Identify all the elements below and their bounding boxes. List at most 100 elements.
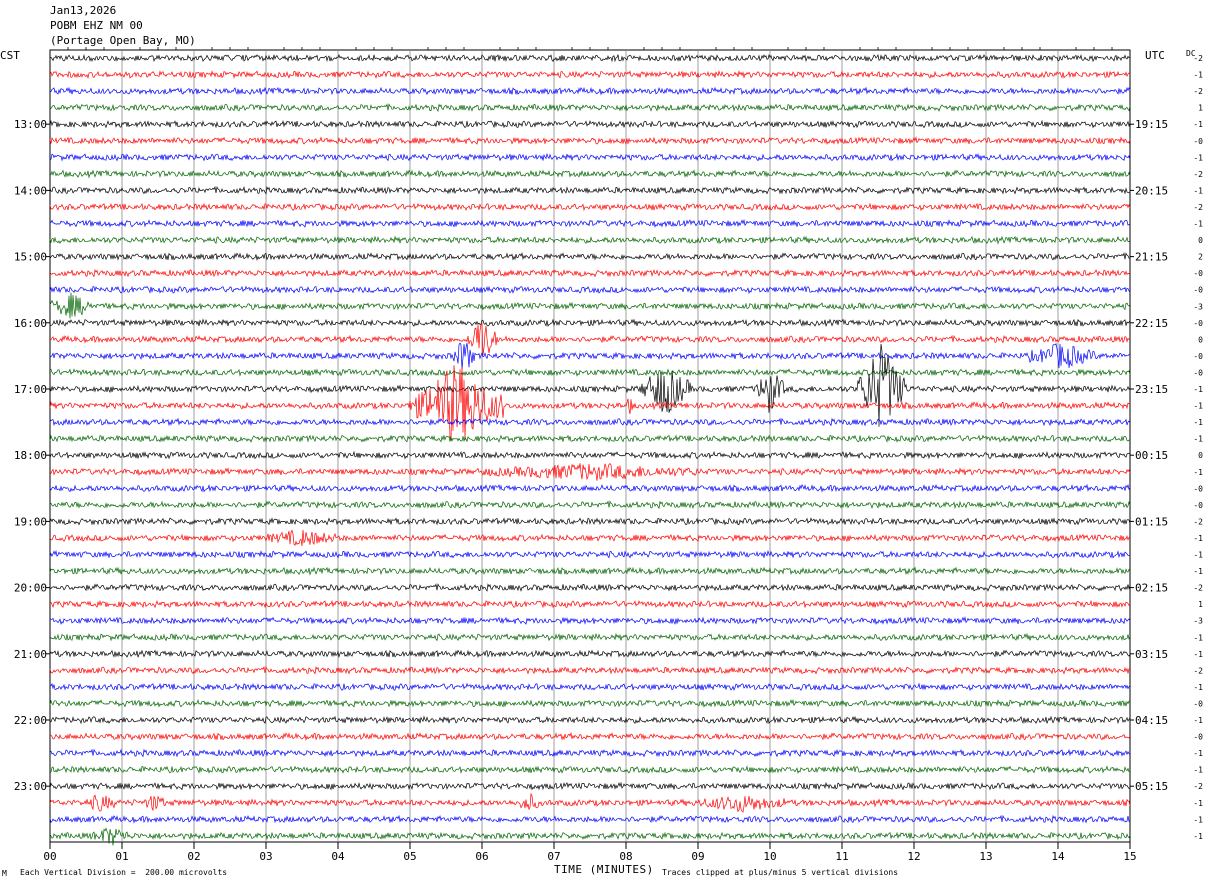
dc-offset-label: -2 — [1193, 203, 1203, 212]
trace-row — [49, 417, 1131, 427]
dc-offset-label: 1 — [1198, 600, 1203, 609]
trace-row — [49, 119, 1131, 129]
dc-offset-label: -1 — [1193, 650, 1203, 659]
dc-offset-label: -1 — [1193, 832, 1203, 841]
right-hour-label: 00:15 — [1135, 449, 1168, 462]
dc-offset-label: -1 — [1193, 186, 1203, 195]
right-hour-label: 19:15 — [1135, 118, 1168, 131]
trace-row — [49, 152, 1131, 162]
dc-offset-label: -0 — [1193, 501, 1203, 510]
trace-row — [49, 323, 1131, 356]
right-hour-label: 22:15 — [1135, 317, 1168, 330]
trace-row — [49, 649, 1131, 659]
trace-row — [49, 103, 1131, 112]
dc-offset-label: -1 — [1193, 551, 1203, 560]
dc-offset-label: -1 — [1193, 815, 1203, 824]
x-tick-label: 03 — [259, 850, 272, 863]
axis-labels: 00 01 02 03 04 05 06 07 08 09 10 11 12 13 14 15-2-1-21-… — [14, 54, 1203, 863]
date-label: Jan13,2026 — [50, 4, 117, 17]
trace-row — [49, 698, 1131, 708]
dc-offset-label: -2 — [1193, 87, 1203, 96]
trace-row — [49, 814, 1131, 824]
left-hour-label: 22:00 — [14, 714, 47, 727]
x-tick-label: 05 — [403, 850, 416, 863]
trace-row — [49, 781, 1131, 791]
right-hour-label: 20:15 — [1135, 184, 1168, 197]
dc-offset-label: -0 — [1193, 733, 1203, 742]
trace-row — [49, 566, 1131, 576]
trace-row — [49, 500, 1131, 510]
trace-row — [49, 450, 1131, 460]
dc-label: DC — [1186, 49, 1196, 58]
dc-offset-label: -3 — [1193, 302, 1203, 311]
dc-offset-label: -1 — [1193, 799, 1203, 808]
seismic-traces — [49, 53, 1131, 846]
left-hour-label: 20:00 — [14, 582, 47, 595]
dc-offset-label: -0 — [1193, 269, 1203, 278]
dc-offset-label: -1 — [1193, 766, 1203, 775]
dc-offset-label: 1 — [1198, 104, 1203, 113]
x-tick-label: 07 — [547, 850, 560, 863]
trace-row — [49, 616, 1131, 626]
trace-row — [49, 665, 1131, 675]
trace-row — [49, 86, 1131, 96]
trace-row — [49, 285, 1131, 294]
trace-row — [49, 748, 1131, 758]
trace-row — [49, 70, 1131, 80]
grid-lines — [46, 47, 1134, 849]
dc-offset-label: -1 — [1193, 534, 1203, 543]
trace-row — [49, 715, 1131, 725]
trace-row — [49, 549, 1131, 559]
dc-offset-label: -2 — [1193, 782, 1203, 791]
trace-row — [49, 318, 1131, 328]
dc-offset-label: -1 — [1193, 468, 1203, 477]
trace-row — [49, 517, 1131, 526]
dc-offset-label: 2 — [1198, 253, 1203, 262]
x-tick-label: 14 — [1051, 850, 1065, 863]
x-tick-label: 15 — [1123, 850, 1136, 863]
trace-row — [49, 292, 1131, 319]
dc-offset-label: -1 — [1193, 749, 1203, 758]
dc-offset-label: -1 — [1193, 120, 1203, 129]
dc-offset-label: -1 — [1193, 153, 1203, 162]
dc-offset-label: -0 — [1193, 137, 1203, 146]
trace-row — [49, 792, 1131, 813]
right-hour-label: 21:15 — [1135, 251, 1168, 264]
trace-row — [49, 342, 1131, 370]
dc-offset-label: -1 — [1193, 402, 1203, 411]
trace-row — [49, 185, 1131, 195]
trace-row — [49, 463, 1131, 481]
dc-offset-label: 0 — [1198, 335, 1203, 344]
trace-row — [49, 583, 1131, 592]
plot-frame — [49, 49, 1131, 843]
dc-offset-label: -1 — [1193, 71, 1203, 80]
location-label: (Portage Open Bay, MO) — [50, 34, 196, 47]
trace-row — [49, 827, 1131, 846]
dc-offset-label: -0 — [1193, 319, 1203, 328]
x-tick-label: 06 — [475, 850, 488, 863]
trace-row — [49, 268, 1131, 278]
trace-row — [49, 682, 1131, 692]
left-hour-label: 16:00 — [14, 317, 47, 330]
dc-offset-label: -2 — [1193, 666, 1203, 675]
clip-note: Traces clipped at plus/minus 5 vertical … — [662, 868, 899, 877]
station-label: POBM EHZ NM 00 — [50, 19, 143, 32]
right-timezone-label: UTC — [1145, 49, 1165, 62]
trace-row — [49, 632, 1131, 642]
dc-offset-label: 0 — [1198, 451, 1203, 460]
trace-row — [49, 529, 1131, 547]
dc-offset-label: -0 — [1193, 368, 1203, 377]
x-tick-label: 11 — [835, 850, 848, 863]
dc-offset-label: -0 — [1193, 699, 1203, 708]
trace-row — [49, 599, 1131, 609]
left-hour-label: 13:00 — [14, 118, 47, 131]
x-tick-label: 13 — [979, 850, 992, 863]
left-hour-label: 15:00 — [14, 251, 47, 264]
trace-row — [49, 365, 1131, 441]
dc-offset-label: -3 — [1193, 617, 1203, 626]
trace-row — [49, 434, 1131, 443]
trace-row — [49, 483, 1131, 493]
dc-offset-label: -1 — [1193, 385, 1203, 394]
trace-row — [49, 731, 1131, 741]
dc-offset-label: -1 — [1193, 418, 1203, 427]
